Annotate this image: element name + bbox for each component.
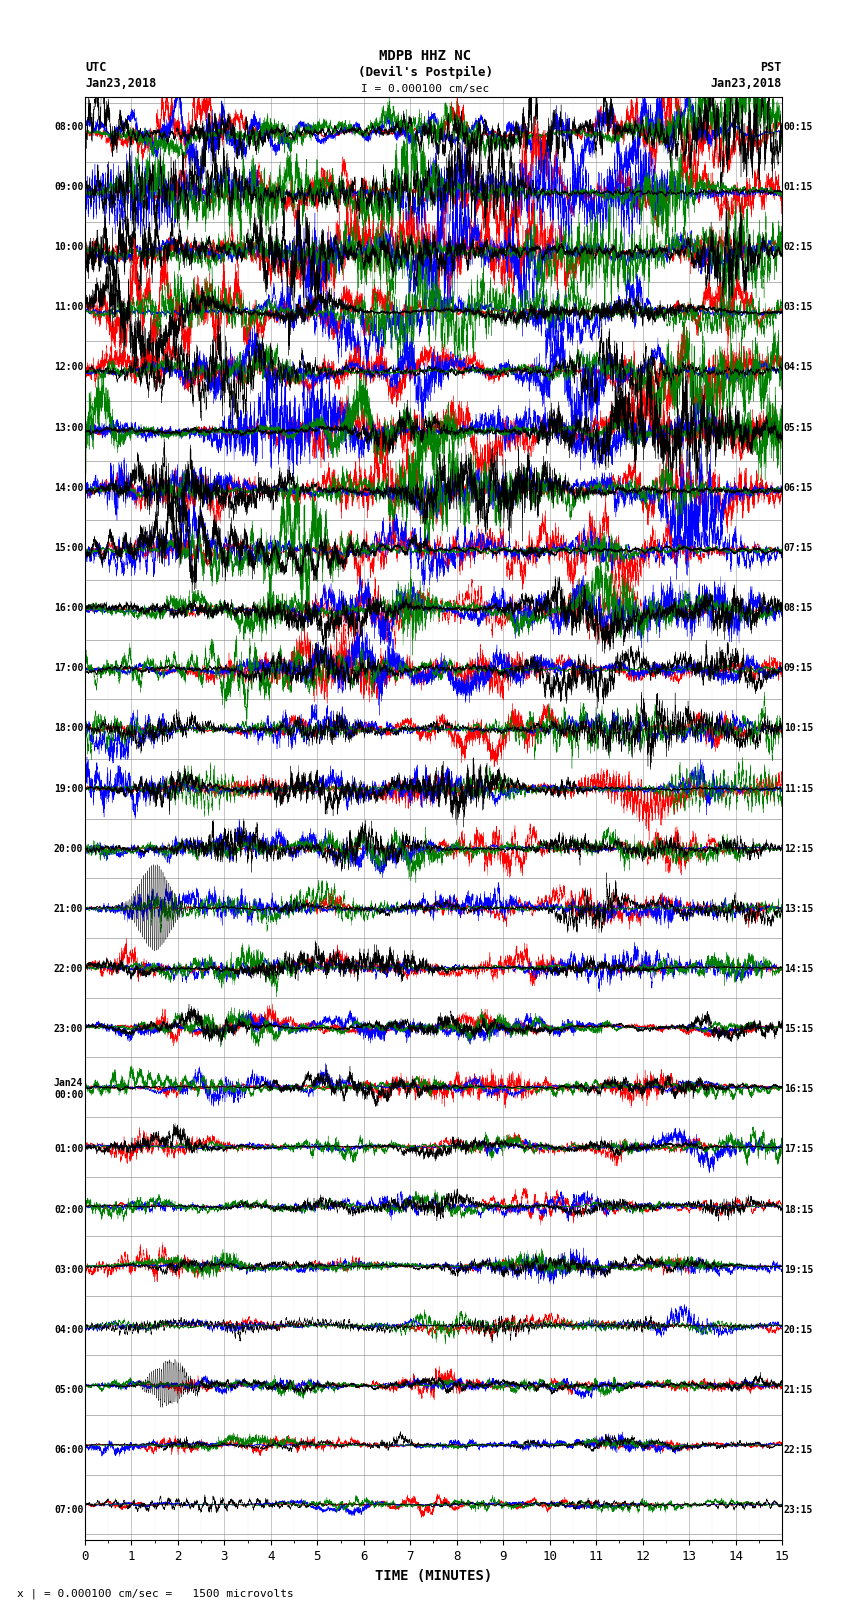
Text: 12:00: 12:00 (54, 363, 83, 373)
Text: 17:15: 17:15 (784, 1145, 813, 1155)
Text: x | = 0.000100 cm/sec =   1500 microvolts: x | = 0.000100 cm/sec = 1500 microvolts (17, 1589, 294, 1598)
Text: 00:15: 00:15 (784, 123, 813, 132)
Text: 23:15: 23:15 (784, 1505, 813, 1515)
Text: 08:15: 08:15 (784, 603, 813, 613)
Text: PST: PST (761, 61, 782, 74)
Text: (Devil's Postpile): (Devil's Postpile) (358, 66, 492, 79)
Text: 09:15: 09:15 (784, 663, 813, 673)
Text: 17:00: 17:00 (54, 663, 83, 673)
Text: 11:00: 11:00 (54, 302, 83, 313)
Text: 07:15: 07:15 (784, 544, 813, 553)
Text: 22:00: 22:00 (54, 965, 83, 974)
Text: 19:00: 19:00 (54, 784, 83, 794)
Text: 05:00: 05:00 (54, 1386, 83, 1395)
Text: 14:15: 14:15 (784, 965, 813, 974)
Text: 15:00: 15:00 (54, 544, 83, 553)
Text: 02:00: 02:00 (54, 1205, 83, 1215)
Text: 04:00: 04:00 (54, 1324, 83, 1336)
Text: 14:00: 14:00 (54, 482, 83, 492)
Text: 18:00: 18:00 (54, 723, 83, 734)
Text: 05:15: 05:15 (784, 423, 813, 432)
Text: 16:00: 16:00 (54, 603, 83, 613)
Text: 21:15: 21:15 (784, 1386, 813, 1395)
Text: 12:15: 12:15 (784, 844, 813, 853)
Text: 08:00: 08:00 (54, 123, 83, 132)
Text: 19:15: 19:15 (784, 1265, 813, 1274)
Text: UTC: UTC (85, 61, 106, 74)
Text: 04:15: 04:15 (784, 363, 813, 373)
Text: I = 0.000100 cm/sec: I = 0.000100 cm/sec (361, 84, 489, 94)
X-axis label: TIME (MINUTES): TIME (MINUTES) (375, 1569, 492, 1582)
Text: 21:00: 21:00 (54, 903, 83, 915)
Text: 16:15: 16:15 (784, 1084, 813, 1094)
Text: 13:00: 13:00 (54, 423, 83, 432)
Text: 18:15: 18:15 (784, 1205, 813, 1215)
Text: 06:15: 06:15 (784, 482, 813, 492)
Text: 07:00: 07:00 (54, 1505, 83, 1515)
Text: 03:15: 03:15 (784, 302, 813, 313)
Text: Jan23,2018: Jan23,2018 (85, 77, 156, 90)
Text: 11:15: 11:15 (784, 784, 813, 794)
Text: 06:00: 06:00 (54, 1445, 83, 1455)
Text: 10:15: 10:15 (784, 723, 813, 734)
Text: 22:15: 22:15 (784, 1445, 813, 1455)
Text: Jan23,2018: Jan23,2018 (711, 77, 782, 90)
Text: 20:15: 20:15 (784, 1324, 813, 1336)
Text: 03:00: 03:00 (54, 1265, 83, 1274)
Text: 01:15: 01:15 (784, 182, 813, 192)
Text: 02:15: 02:15 (784, 242, 813, 252)
Text: 10:00: 10:00 (54, 242, 83, 252)
Text: 09:00: 09:00 (54, 182, 83, 192)
Text: 13:15: 13:15 (784, 903, 813, 915)
Text: Jan24
00:00: Jan24 00:00 (54, 1079, 83, 1100)
Text: 20:00: 20:00 (54, 844, 83, 853)
Text: 15:15: 15:15 (784, 1024, 813, 1034)
Text: 01:00: 01:00 (54, 1145, 83, 1155)
Text: MDPB HHZ NC: MDPB HHZ NC (379, 50, 471, 63)
Text: 23:00: 23:00 (54, 1024, 83, 1034)
